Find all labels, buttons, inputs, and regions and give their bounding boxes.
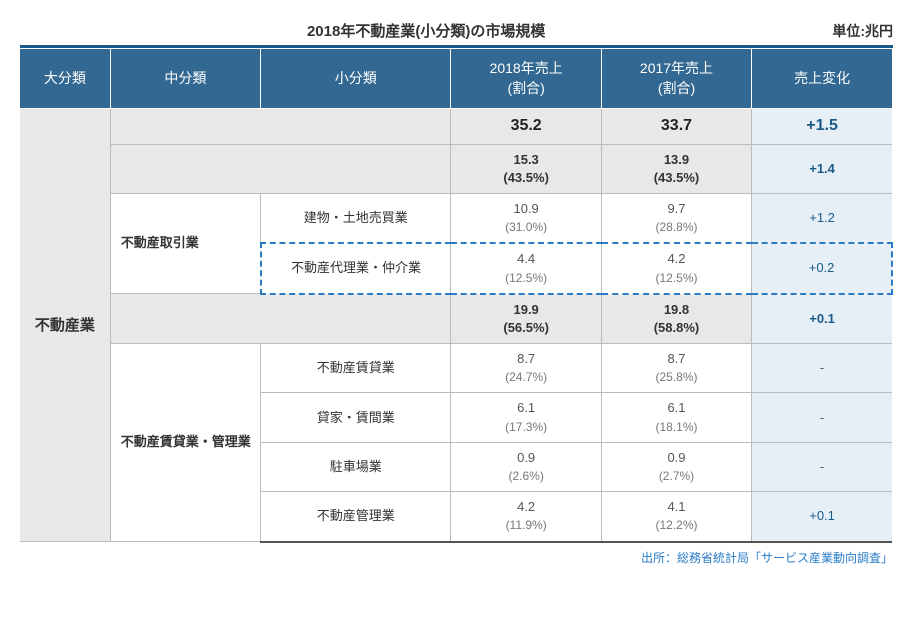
row-rental-subtotal: 19.9(56.5%) 19.8(58.8%) +0.1 [20, 294, 892, 344]
unit-label: 単位:兆円 [832, 21, 893, 41]
h-minor: 小分類 [261, 49, 451, 109]
rental-sub-2017: 19.8(58.8%) [601, 294, 751, 344]
minor-rentroom: 貸家・賃間業 [261, 393, 451, 442]
mgmt-2018: 4.2(11.9%) [451, 492, 601, 542]
source-citation: 出所：総務省統計局「サービス産業動向調査」 [20, 549, 893, 566]
rentroom-2017: 6.1(18.1%) [601, 393, 751, 442]
minor-mgmt: 不動産管理業 [261, 492, 451, 542]
minor-agency: 不動産代理業・仲介業 [261, 243, 451, 293]
leasing-2018: 8.7(24.7%) [451, 344, 601, 393]
rentroom-change: - [752, 393, 892, 442]
row-total: 不動産業 35.2 33.7 +1.5 [20, 109, 892, 144]
h-2017: 2017年売上 (割合) [601, 49, 751, 109]
trade-sub-2017: 13.9(43.5%) [601, 144, 751, 193]
h-change: 売上変化 [752, 49, 892, 109]
mgmt-2017: 4.1(12.2%) [601, 492, 751, 542]
h-2018: 2018年売上 (割合) [451, 49, 601, 109]
row-leasing: 不動産賃貸業・管理業 不動産賃貸業 8.7(24.7%) 8.7(25.8%) … [20, 344, 892, 393]
row-bldg-land: 不動産取引業 建物・土地売買業 10.9(31.0%) 9.7(28.8%) +… [20, 193, 892, 243]
major-cell: 不動産業 [20, 109, 110, 542]
parking-2017: 0.9(2.7%) [601, 442, 751, 491]
bldg-2018: 10.9(31.0%) [451, 193, 601, 243]
rentroom-2018: 6.1(17.3%) [451, 393, 601, 442]
medium-rental: 不動産賃貸業・管理業 [110, 344, 260, 542]
parking-change: - [752, 442, 892, 491]
minor-bldg: 建物・土地売買業 [261, 193, 451, 243]
h-major: 大分類 [20, 49, 110, 109]
title-bar: 2018年不動産業(小分類)の市場規模 単位:兆円 [20, 20, 893, 48]
leasing-change: - [752, 344, 892, 393]
bldg-change: +1.2 [752, 193, 892, 243]
total-change: +1.5 [752, 109, 892, 144]
cell-empty [110, 144, 451, 193]
cell-empty [110, 294, 451, 344]
page-title: 2018年不動産業(小分類)の市場規模 [20, 20, 832, 41]
mgmt-change: +0.1 [752, 492, 892, 542]
rental-sub-2018: 19.9(56.5%) [451, 294, 601, 344]
agency-2018: 4.4(12.5%) [451, 243, 601, 293]
trade-sub-2018: 15.3(43.5%) [451, 144, 601, 193]
bldg-2017: 9.7(28.8%) [601, 193, 751, 243]
total-2018: 35.2 [451, 109, 601, 144]
minor-leasing: 不動産賃貸業 [261, 344, 451, 393]
medium-trade: 不動産取引業 [110, 193, 260, 293]
agency-2017: 4.2(12.5%) [601, 243, 751, 293]
h-medium: 中分類 [110, 49, 260, 109]
row-trade-subtotal: 15.3(43.5%) 13.9(43.5%) +1.4 [20, 144, 892, 193]
trade-sub-change: +1.4 [752, 144, 892, 193]
cell-empty [110, 109, 451, 144]
parking-2018: 0.9(2.6%) [451, 442, 601, 491]
leasing-2017: 8.7(25.8%) [601, 344, 751, 393]
minor-parking: 駐車場業 [261, 442, 451, 491]
agency-change: +0.2 [752, 243, 892, 293]
rental-sub-change: +0.1 [752, 294, 892, 344]
total-2017: 33.7 [601, 109, 751, 144]
header-row: 大分類 中分類 小分類 2018年売上 (割合) 2017年売上 (割合) 売上… [20, 49, 892, 109]
market-table: 大分類 中分類 小分類 2018年売上 (割合) 2017年売上 (割合) 売上… [20, 48, 893, 543]
